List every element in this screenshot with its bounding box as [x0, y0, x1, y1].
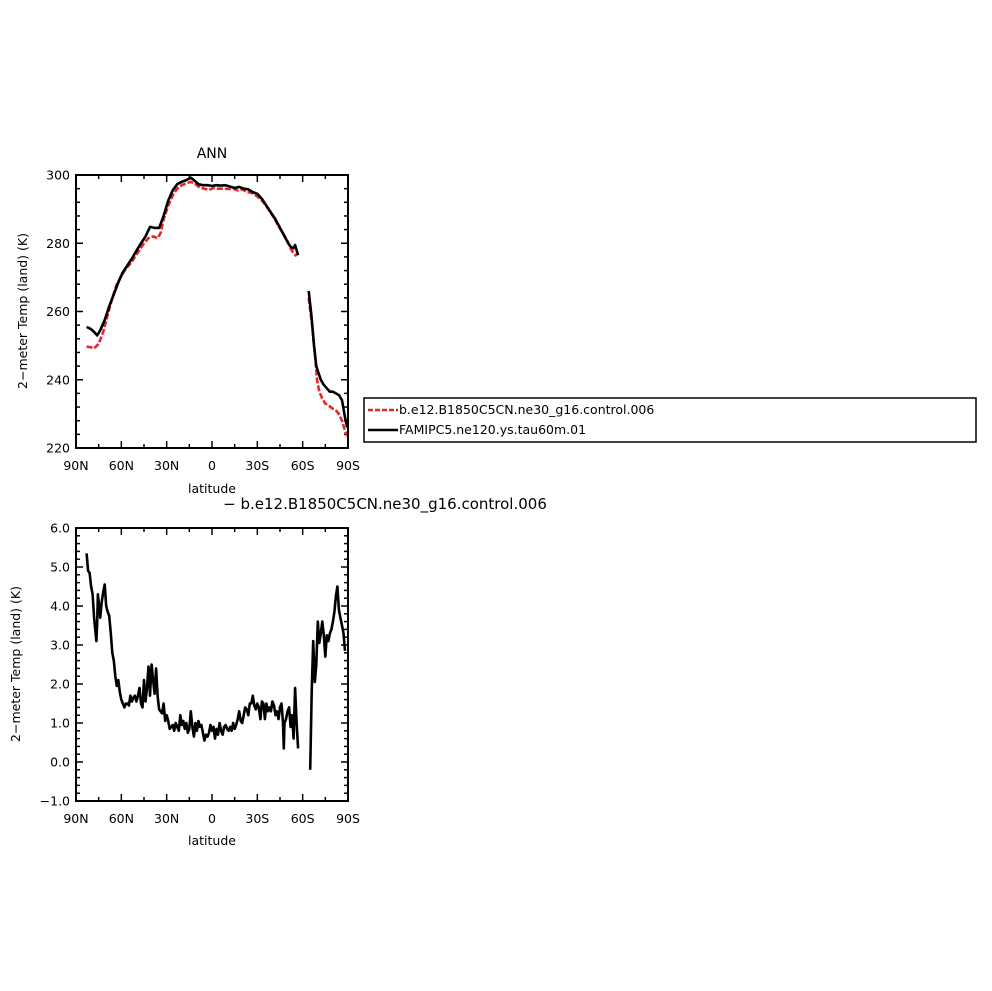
top-y-tick-label: 300 [46, 168, 70, 183]
top-series-1-line [307, 290, 349, 428]
bottom-series-0-line [85, 553, 300, 750]
top-y-tick-label: 280 [46, 236, 70, 251]
top-chart-series [86, 176, 349, 437]
bottom-y-tick-label: 0.0 [50, 755, 70, 770]
top-x-tick-label: 30N [154, 458, 179, 473]
bottom-x-tick-label: 30N [154, 811, 179, 826]
top-chart-frame [75, 174, 349, 449]
top-series-1-line [86, 176, 300, 337]
bottom-x-tick-label: 60S [291, 811, 315, 826]
bottom-y-tick-label: 3.0 [50, 638, 70, 653]
legend-entry-control: b.e12.B1850C5CN.ne30_g16.control.006 [399, 402, 654, 417]
bottom-y-tick-label: 4.0 [50, 599, 70, 614]
bottom-chart-x-tick-labels: 90N 60N 30N 0 30S 60S 90S [63, 811, 360, 826]
bottom-chart-y-axis-label: 2−meter Temp (land) (K) [8, 586, 23, 742]
bottom-chart-series [85, 553, 347, 770]
bottom-x-tick-label: 60N [109, 811, 134, 826]
top-x-tick-label: 60N [109, 458, 134, 473]
legend-box [363, 397, 977, 443]
top-chart-title: ANN [197, 146, 228, 162]
top-x-tick-label: 90N [63, 458, 88, 473]
top-chart-panel: ANN 90N 60N 30N 0 30S 60S 90S 220240260280300 … [15, 146, 360, 496]
top-x-tick-label: 0 [208, 458, 216, 473]
top-chart-x-tick-labels: 90N 60N 30N 0 30S 60S 90S [63, 458, 360, 473]
top-y-tick-label: 260 [46, 304, 70, 319]
bottom-x-tick-label: 0 [208, 811, 216, 826]
bottom-chart-panel: − b.e12.B1850C5CN.ne30_g16.control.006 9… [8, 495, 547, 848]
bottom-x-tick-label: 30S [245, 811, 269, 826]
bottom-x-tick-label: 90S [336, 811, 360, 826]
bottom-series-0-line [308, 585, 347, 770]
bottom-chart-x-axis-label: latitude [188, 833, 236, 848]
bottom-y-tick-label: 5.0 [50, 560, 70, 575]
top-y-tick-label: 240 [46, 372, 70, 387]
bottom-y-tick-label: 6.0 [50, 521, 70, 536]
bottom-y-tick-label: 1.0 [50, 716, 70, 731]
bottom-y-tick-label: −1.0 [40, 794, 70, 809]
top-chart-x-axis-label: latitude [188, 481, 236, 496]
bottom-chart-frame [75, 527, 349, 802]
top-chart-y-tick-labels: 220 240 260 280 300 [46, 168, 70, 456]
top-x-tick-label: 60S [291, 458, 315, 473]
top-x-tick-label: 30S [245, 458, 269, 473]
top-x-tick-label: 90S [336, 458, 360, 473]
bottom-y-tick-label: 2.0 [50, 677, 70, 692]
legend: b.e12.B1850C5CN.ne30_g16.control.006 FAM… [363, 397, 977, 443]
top-chart-y-axis-label: 2−meter Temp (land) (K) [15, 233, 30, 389]
bottom-chart-y-tick-labels: −1.0 0.0 1.0 2.0 3.0 4.0 5.0 6.0 [40, 521, 70, 809]
top-y-tick-label: 220 [46, 441, 70, 456]
bottom-x-tick-label: 90N [63, 811, 88, 826]
legend-entry-famip: FAMIPC5.ne120.ys.tau60m.01 [399, 422, 586, 437]
bottom-chart-title: − b.e12.B1850C5CN.ne30_g16.control.006 [223, 495, 547, 514]
